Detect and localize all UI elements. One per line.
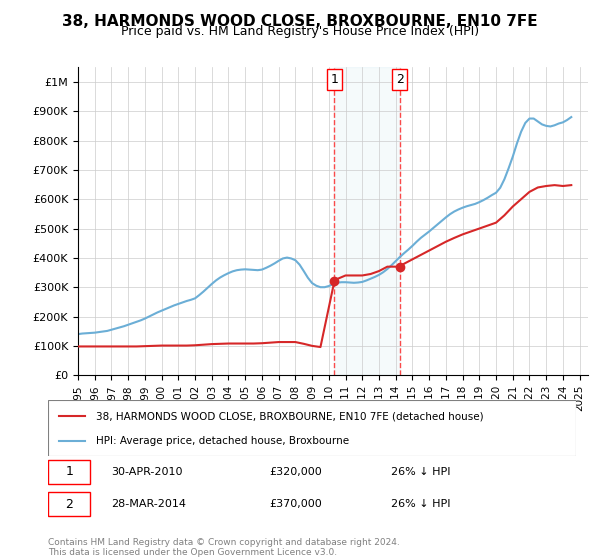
Text: 1: 1 (331, 73, 338, 86)
Text: 1: 1 (65, 465, 73, 478)
Text: 38, HARMONDS WOOD CLOSE, BROXBOURNE, EN10 7FE: 38, HARMONDS WOOD CLOSE, BROXBOURNE, EN1… (62, 14, 538, 29)
Text: Price paid vs. HM Land Registry's House Price Index (HPI): Price paid vs. HM Land Registry's House … (121, 25, 479, 38)
Text: 26% ↓ HPI: 26% ↓ HPI (391, 467, 451, 477)
Text: £370,000: £370,000 (270, 499, 323, 509)
Text: 26% ↓ HPI: 26% ↓ HPI (391, 499, 451, 509)
FancyBboxPatch shape (48, 400, 576, 456)
Text: 38, HARMONDS WOOD CLOSE, BROXBOURNE, EN10 7FE (detached house): 38, HARMONDS WOOD CLOSE, BROXBOURNE, EN1… (95, 411, 483, 421)
Bar (334, 67, 400, 375)
Text: £320,000: £320,000 (270, 467, 323, 477)
Text: 2: 2 (396, 73, 404, 86)
Text: 2: 2 (65, 497, 73, 511)
Text: 28-MAR-2014: 28-MAR-2014 (112, 499, 187, 509)
Text: HPI: Average price, detached house, Broxbourne: HPI: Average price, detached house, Brox… (95, 436, 349, 446)
FancyBboxPatch shape (48, 460, 90, 484)
Text: 30-APR-2010: 30-APR-2010 (112, 467, 183, 477)
Text: Contains HM Land Registry data © Crown copyright and database right 2024.
This d: Contains HM Land Registry data © Crown c… (48, 538, 400, 557)
FancyBboxPatch shape (48, 492, 90, 516)
